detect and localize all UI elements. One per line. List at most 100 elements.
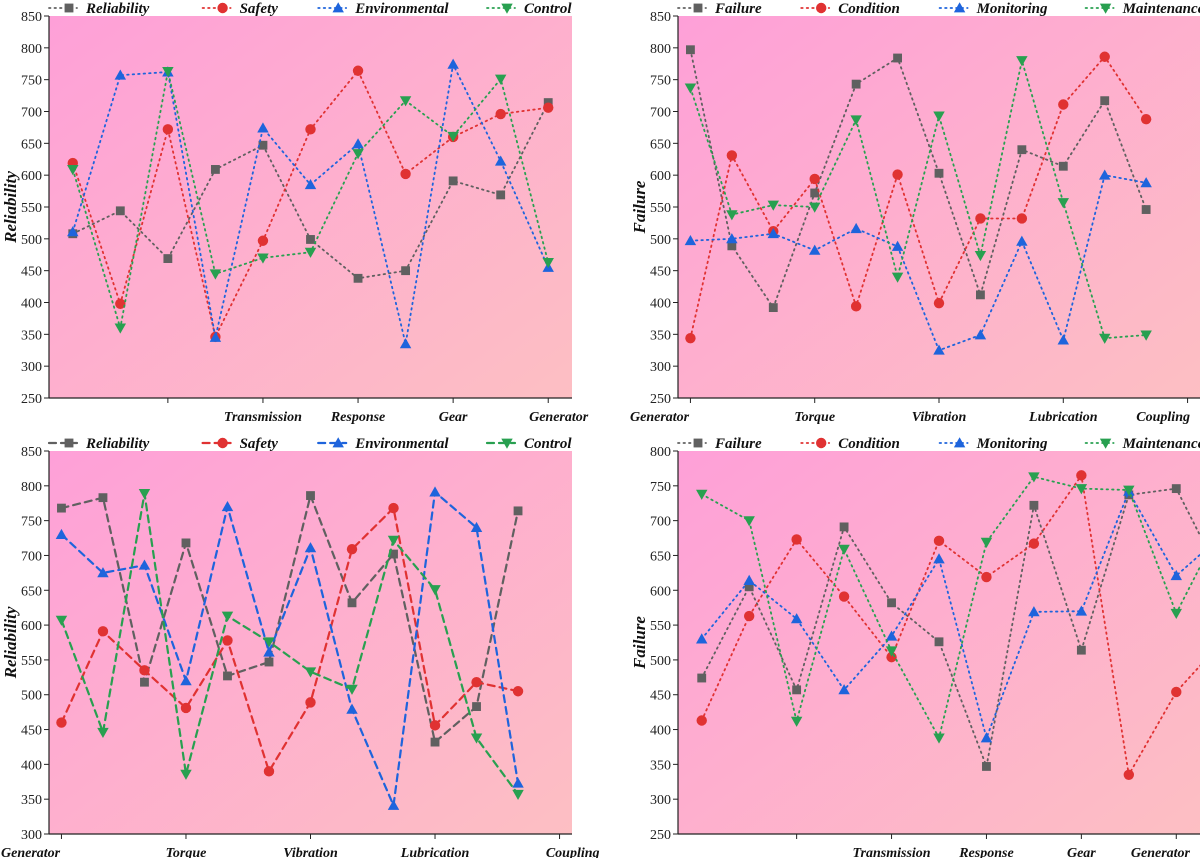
data-point-maintenance	[1075, 484, 1088, 495]
series-line-safety	[60, 505, 520, 774]
y-tick-label: 450	[650, 689, 671, 704]
data-point-environmental	[209, 331, 222, 342]
data-point-safety	[495, 108, 506, 120]
data-point-monitoring	[1075, 605, 1088, 616]
data-point-control	[304, 667, 317, 678]
y-tick-label: 700	[650, 515, 671, 530]
data-point-maintenance	[1028, 472, 1040, 483]
data-point-environmental	[138, 559, 151, 570]
data-point-safety	[162, 124, 174, 135]
data-point-reliability	[513, 506, 523, 516]
chart-panel-bottom-left: 300 350 400 450 500 550 600 650 700 750 800 850 Gene…	[1, 436, 600, 858]
y-axis-label: Failure	[630, 616, 649, 670]
y-tick-label: 550	[650, 619, 671, 634]
data-point-control	[542, 257, 554, 269]
data-point-condition	[1058, 99, 1069, 110]
y-tick-label: 400	[650, 297, 671, 312]
series-line-control	[60, 493, 520, 796]
y-tick-label: 350	[650, 328, 671, 343]
data-point-failure	[976, 290, 985, 300]
legend-label: Control	[524, 436, 572, 452]
data-point-monitoring	[1028, 606, 1040, 617]
legend-marker	[1099, 3, 1112, 14]
data-point-control	[512, 789, 524, 801]
y-tick-label: 600	[21, 169, 42, 184]
data-point-condition	[892, 169, 903, 180]
data-point-control	[180, 769, 192, 780]
data-point-maintenance	[1170, 608, 1182, 619]
legend-marker	[217, 2, 228, 14]
y-tick-label: 400	[21, 758, 42, 773]
y-tick-label: 250	[650, 828, 671, 843]
y-tick-label: 650	[21, 137, 42, 152]
legend-item-monitoring: Monitoring	[938, 1, 1048, 17]
data-point-safety	[222, 635, 233, 646]
data-point-reliability	[448, 176, 458, 186]
y-tick-label: 850	[650, 10, 671, 25]
data-point-failure	[1100, 96, 1110, 106]
legend-label: Condition	[838, 1, 900, 17]
legend-marker	[332, 437, 344, 448]
data-point-reliability	[496, 190, 506, 200]
legend-item-condition: Condition	[800, 436, 900, 452]
data-point-reliability	[347, 598, 357, 608]
data-point-condition	[809, 173, 820, 185]
data-point-environmental	[304, 542, 317, 553]
data-point-failure	[810, 188, 820, 198]
y-tick-label: 250	[650, 392, 671, 407]
data-point-failure	[1141, 205, 1151, 214]
y-tick-label: 650	[21, 584, 42, 599]
data-point-environmental	[257, 122, 269, 133]
legend-label: Failure	[714, 1, 762, 17]
data-point-maintenance	[850, 115, 862, 126]
data-point-safety	[56, 717, 67, 728]
data-point-environmental	[387, 799, 400, 810]
x-tick-label: Torque	[794, 410, 835, 425]
data-point-monitoring	[885, 630, 898, 641]
data-point-monitoring	[850, 222, 862, 234]
data-point-safety	[263, 766, 275, 777]
data-point-monitoring	[980, 732, 993, 743]
legend-marker	[64, 438, 74, 448]
data-point-maintenance	[684, 83, 697, 94]
data-point-control	[399, 96, 412, 107]
data-point-failure	[686, 45, 695, 55]
series-line-failure	[689, 48, 1147, 310]
data-point-failure	[792, 685, 802, 695]
legend-label: Environmental	[354, 436, 449, 452]
data-point-safety	[512, 686, 524, 697]
data-point-environmental	[346, 703, 358, 714]
data-point-safety	[257, 235, 269, 246]
data-point-monitoring	[1057, 334, 1070, 345]
y-tick-label: 500	[21, 233, 42, 248]
data-point-condition	[743, 610, 755, 622]
data-point-control	[346, 684, 358, 695]
data-point-reliability	[98, 493, 108, 503]
x-tick-label: Generator	[1, 846, 61, 858]
data-point-control	[114, 323, 127, 334]
x-tick-label: Lubrication	[400, 846, 470, 858]
data-point-control	[352, 149, 364, 160]
data-point-monitoring	[1098, 169, 1111, 180]
data-point-condition	[1171, 686, 1182, 698]
data-point-maintenance	[726, 210, 738, 221]
data-point-monitoring	[808, 244, 821, 255]
plot-background	[678, 16, 1200, 398]
y-tick-label: 650	[650, 137, 671, 152]
data-point-monitoring	[1170, 569, 1182, 581]
data-point-condition	[685, 332, 696, 344]
legend-item-environmental: Environmental	[317, 436, 449, 452]
legend-label: Maintenance	[1122, 436, 1200, 452]
data-point-monitoring	[974, 329, 987, 340]
data-point-control	[138, 489, 151, 500]
data-point-maintenance	[980, 537, 993, 548]
series-line-condition	[689, 55, 1147, 340]
data-point-maintenance	[1140, 330, 1152, 341]
data-point-maintenance	[1098, 333, 1111, 344]
data-point-maintenance	[696, 489, 708, 500]
legend-item-maintenance: Maintenance	[1084, 1, 1200, 17]
data-point-condition	[981, 571, 992, 583]
y-axis-label: Reliability	[1, 171, 20, 244]
data-point-safety	[97, 626, 109, 637]
